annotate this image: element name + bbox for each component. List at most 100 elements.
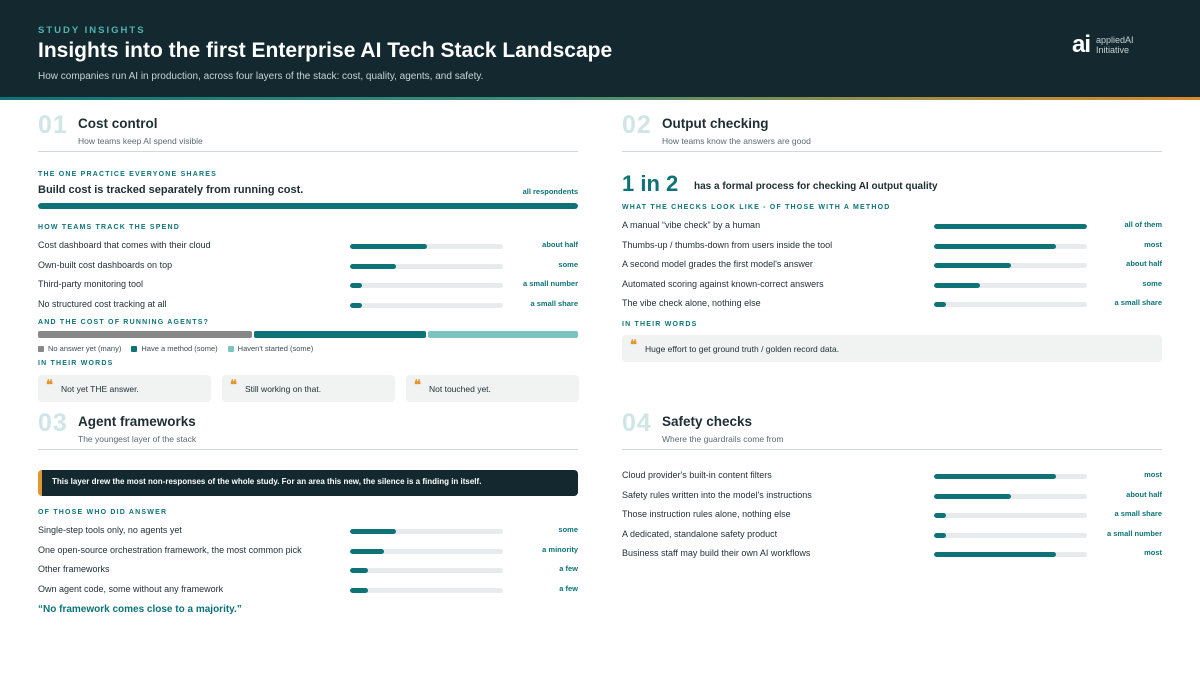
bar-row: Single-step tools only, no agents yet som… <box>38 522 578 542</box>
quote-card: ❝ Huge effort to get ground truth / gold… <box>622 335 1162 362</box>
checks-label: WHAT THE CHECKS LOOK LIKE - OF THOSE WIT… <box>622 204 891 211</box>
bar-row-track <box>934 224 1087 229</box>
bar-row-label: A manual “vibe check” by a human <box>622 220 761 230</box>
legend-label: Haven't started (some) <box>237 344 314 353</box>
bar-row: A manual “vibe check” by a human all of t… <box>622 217 1162 237</box>
section-subtitle: The youngest layer of the stack <box>78 434 197 444</box>
bar-row-fill <box>350 548 384 554</box>
bar-row-track <box>934 493 1087 499</box>
s1-words-label: IN THEIR WORDS <box>38 360 114 367</box>
bar-row-track <box>350 529 503 534</box>
section-number: 02 <box>622 111 652 139</box>
bar-row-value: about half <box>542 240 578 249</box>
bar-row-fill <box>934 552 1057 557</box>
section-subtitle: How teams know the answers are good <box>662 136 811 146</box>
bar-row-track <box>934 243 1087 249</box>
bar-row-label: Single-step tools only, no agents yet <box>38 525 182 535</box>
section-title: Agent frameworks <box>78 414 196 429</box>
track-spend-label: HOW TEAMS TRACK THE SPEND <box>38 224 180 231</box>
bar-row-fill <box>934 302 947 307</box>
bar-row-track <box>934 552 1087 557</box>
section-safety-checks: 04 Safety checks Where the guardrails co… <box>622 409 1162 558</box>
section-agent-frameworks: 03 Agent frameworks The youngest layer o… <box>38 409 578 615</box>
callout-text: This layer drew the most non-responses o… <box>52 477 482 486</box>
big-stat: 1 in 2 <box>622 171 679 196</box>
bar-row-value: a few <box>559 564 578 573</box>
closing-quote: “No framework comes close to a majority.… <box>38 604 242 615</box>
quote-text: Still working on that. <box>245 384 322 394</box>
shared-practice-value: all respondents <box>522 187 578 196</box>
bar-row-track <box>934 474 1087 479</box>
shared-practice-label: THE ONE PRACTICE EVERYONE SHARES <box>38 171 217 178</box>
bar-row: A dedicated, standalone safety product a … <box>622 526 1162 546</box>
legend-item: No answer yet (many) <box>38 344 121 353</box>
bar-row-value: about half <box>1126 489 1162 499</box>
stacked-segment <box>38 331 253 338</box>
section-header: 02 Output checking How teams know the an… <box>622 111 1162 152</box>
section-subtitle: Where the guardrails come from <box>662 434 784 444</box>
frameworks-list: Single-step tools only, no agents yet som… <box>38 522 578 600</box>
bar-row-fill <box>934 263 1011 268</box>
bar-row-value: some <box>1142 278 1162 288</box>
safety-list: Cloud provider's built-in content filter… <box>622 467 1162 565</box>
bar-row-label: Automated scoring against known-correct … <box>622 278 824 289</box>
bar-row-track <box>350 568 503 573</box>
bar-row-fill <box>350 283 363 288</box>
bar-row: A second model grades the first model's … <box>622 256 1162 276</box>
bar-row: Safety rules written into the model's in… <box>622 487 1162 507</box>
bar-row-track <box>934 282 1087 288</box>
bar-row: Cloud provider's built-in content filter… <box>622 467 1162 487</box>
bar-row-label: Cloud provider's built-in content filter… <box>622 470 772 480</box>
stacked-segment <box>254 331 426 338</box>
bar-row-label: Business staff may build their own AI wo… <box>622 548 811 558</box>
bar-row: Those instruction rules alone, nothing e… <box>622 506 1162 526</box>
section-title: Cost control <box>78 116 158 131</box>
bar-row-label: One open-source orchestration framework,… <box>38 544 302 555</box>
bar-row: No structured cost tracking at all a smal… <box>38 296 578 316</box>
bar-row-track <box>934 532 1087 538</box>
legend-item: Have a method (some) <box>131 344 218 353</box>
bar-row-track <box>350 587 503 593</box>
checks-list: A manual “vibe check” by a human all of t… <box>622 217 1162 315</box>
legend-label: Have a method (some) <box>141 344 218 353</box>
bar-row-track <box>350 302 503 308</box>
section-header: 03 Agent frameworks The youngest layer o… <box>38 409 578 450</box>
bar-row-label: Those instruction rules alone, nothing e… <box>622 509 791 519</box>
bar-row-label: Cost dashboard that comes with their clo… <box>38 240 211 250</box>
quote-text: Not touched yet. <box>429 384 491 394</box>
bar-row-track <box>350 244 503 249</box>
bar-row-label: No structured cost tracking at all <box>38 298 167 309</box>
section-cost-control: 01 Cost control How teams keep AI spend … <box>38 111 579 402</box>
header-kicker: STUDY INSIGHTS <box>38 25 146 36</box>
s2-words-label: IN THEIR WORDS <box>622 321 698 328</box>
bar-row-fill <box>934 282 980 288</box>
section-number: 04 <box>622 409 652 437</box>
bar-row-fill <box>350 529 396 534</box>
section-number: 03 <box>38 409 68 437</box>
bar-row-label: A dedicated, standalone safety product <box>622 528 778 539</box>
section-header: 04 Safety checks Where the guardrails co… <box>622 409 1162 450</box>
bar-row-value: a small share <box>1114 298 1162 307</box>
legend-item: Haven't started (some) <box>227 344 314 353</box>
bar-row-value: a few <box>559 583 578 593</box>
bar-row-label: Other frameworks <box>38 564 110 574</box>
bar-row: Other frameworks a few <box>38 561 578 581</box>
section-subtitle: How teams keep AI spend visible <box>78 136 203 146</box>
bar-row-value: about half <box>1126 259 1162 268</box>
bar-row-label: Own agent code, some without any framewo… <box>38 583 224 594</box>
page-title: Insights into the first Enterprise AI Te… <box>38 39 613 62</box>
shared-practice-bar <box>38 203 578 209</box>
bar-row: Cost dashboard that comes with their clo… <box>38 237 578 257</box>
bar-row-fill <box>350 568 369 573</box>
section-number: 01 <box>38 111 68 139</box>
bar-row-track <box>934 263 1087 268</box>
bar-row-value: some <box>558 259 578 269</box>
bar-row: One open-source orchestration framework,… <box>38 542 578 562</box>
bar-row-value: a small share <box>1114 509 1162 518</box>
cost-tracking-list: Cost dashboard that comes with their clo… <box>38 237 578 315</box>
section-output-checking: 02 Output checking How teams know the an… <box>622 111 1162 362</box>
bar-row-track <box>350 283 503 288</box>
quote-icon: ❝ <box>414 378 421 393</box>
bar-row-value: most <box>1144 548 1162 557</box>
legend-swatch <box>131 345 138 352</box>
